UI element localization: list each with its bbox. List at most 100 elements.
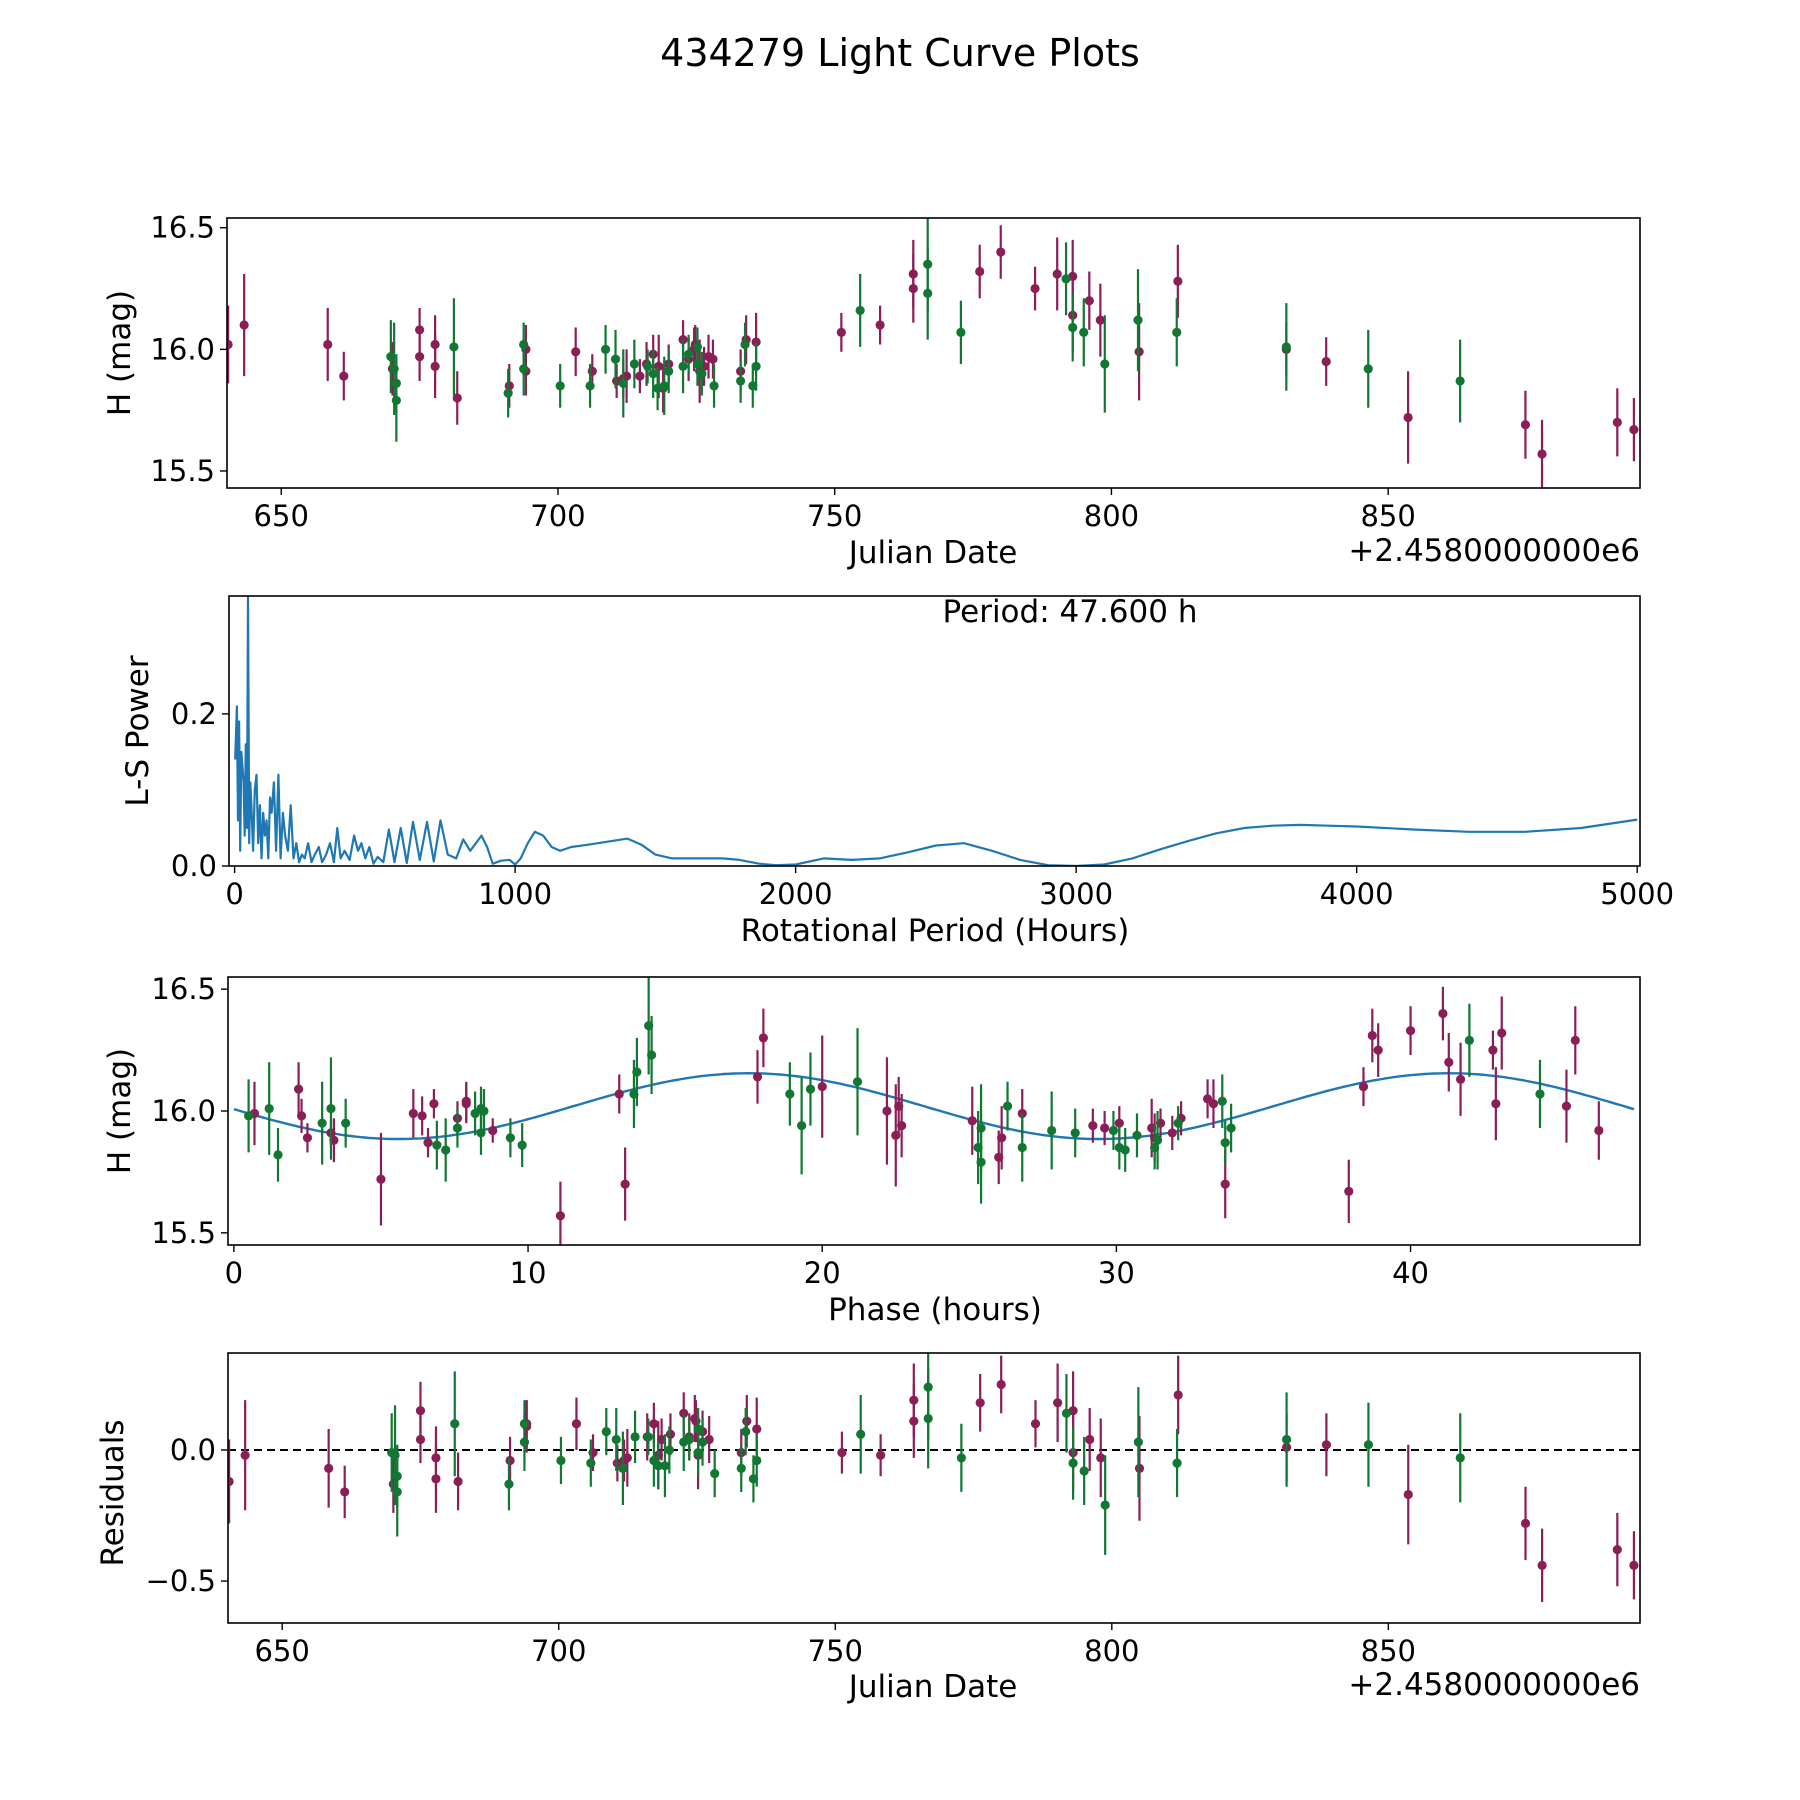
lightcurve-ytick-label: 15.5 <box>150 454 215 488</box>
data-point <box>341 1118 351 1128</box>
data-point <box>708 354 718 364</box>
data-point <box>1120 1145 1130 1155</box>
data-point <box>441 1145 451 1155</box>
data-point <box>649 1419 659 1429</box>
residuals-xtick-label: 750 <box>808 1634 863 1668</box>
lightcurve-ylabel: H (mag) <box>102 290 138 416</box>
data-point <box>742 1416 752 1426</box>
data-point <box>1053 1398 1063 1408</box>
data-point <box>505 1455 515 1466</box>
data-point <box>586 1458 596 1468</box>
data-point <box>240 1450 250 1460</box>
data-point <box>430 361 440 371</box>
data-point <box>852 1077 863 1087</box>
phased-marks <box>233 977 1635 1245</box>
lightcurve-axes-frame <box>226 217 1641 489</box>
data-point <box>660 1461 670 1471</box>
data-point <box>967 1116 977 1126</box>
residuals-xtick-label: 850 <box>1361 1634 1416 1668</box>
data-point <box>227 339 233 350</box>
lightcurve-ytick-label: 16.5 <box>150 211 215 245</box>
data-point <box>431 1474 441 1484</box>
periodogram-ytick-label: 0.2 <box>171 697 217 731</box>
residuals-marks <box>228 1353 1640 1603</box>
data-point <box>875 320 885 330</box>
data-point <box>1403 1489 1413 1500</box>
data-point <box>1084 296 1094 306</box>
data-point <box>1321 1440 1332 1450</box>
data-point <box>504 1479 514 1489</box>
data-point <box>1134 1463 1145 1473</box>
residuals-axes-frame <box>227 1352 1641 1624</box>
data-point <box>408 1108 418 1119</box>
data-point <box>1455 1074 1466 1084</box>
data-point <box>504 381 514 391</box>
data-point <box>503 388 513 398</box>
data-point <box>678 361 688 371</box>
data-point <box>618 378 628 389</box>
lightcurve-xtick-label: 850 <box>1360 499 1415 533</box>
figure-title: 434279 Light Curve Plots <box>660 31 1140 75</box>
data-point <box>1403 412 1413 423</box>
data-point <box>654 361 664 371</box>
data-point <box>1070 1128 1080 1138</box>
residuals-ticks: 650 700 750 800 850 −0.5 0.0 <box>146 1433 1416 1668</box>
data-point <box>897 1121 907 1131</box>
data-point <box>684 1434 694 1445</box>
data-point <box>622 1453 632 1463</box>
periodogram-line <box>234 596 1638 866</box>
data-point <box>643 1432 653 1442</box>
periodogram-xtick-label: 2000 <box>759 877 833 911</box>
data-point <box>1281 342 1291 352</box>
data-point <box>653 1461 663 1471</box>
data-point <box>1363 1440 1374 1450</box>
data-point <box>1152 1135 1163 1145</box>
phased-series-band_a <box>249 986 1604 1245</box>
data-point <box>488 1125 498 1136</box>
residuals-xtick-label: 800 <box>1084 1634 1139 1668</box>
data-point <box>736 376 746 386</box>
data-point <box>1017 1142 1027 1153</box>
data-point <box>1096 1453 1106 1463</box>
data-point <box>453 1476 463 1487</box>
data-point <box>452 1123 463 1133</box>
data-point <box>956 1453 966 1463</box>
data-point <box>340 1487 350 1497</box>
data-point <box>648 369 658 379</box>
periodogram-ylabel: L-S Power <box>120 655 156 806</box>
data-point <box>632 1067 642 1077</box>
data-point <box>1108 1125 1119 1136</box>
data-point <box>1002 1101 1013 1111</box>
data-point <box>956 327 966 337</box>
data-point <box>665 1429 676 1439</box>
data-point <box>273 1150 283 1160</box>
data-point <box>611 1434 621 1445</box>
data-point <box>317 1118 327 1128</box>
data-point <box>1537 1560 1547 1570</box>
data-point <box>415 352 425 362</box>
data-point <box>1173 1390 1183 1400</box>
residuals-panel: 650 700 750 800 850 −0.5 0.0 Julian Date +2.45… <box>95 1352 1641 1705</box>
data-point <box>556 1455 566 1466</box>
data-point <box>1629 1560 1639 1570</box>
periodogram-xtick-label: 3000 <box>1039 877 1113 911</box>
periodogram-xlabel: Rotational Period (Hours) <box>741 913 1130 949</box>
data-point <box>758 1033 768 1043</box>
data-point <box>479 1106 489 1116</box>
data-point <box>601 1427 611 1437</box>
data-point <box>1405 1026 1416 1036</box>
data-point <box>1220 1138 1230 1148</box>
lightcurve-marks <box>227 218 1639 488</box>
data-point <box>618 1463 628 1473</box>
period-annotation: Period: 47.600 h <box>943 594 1198 630</box>
data-point <box>555 381 565 391</box>
data-point <box>324 1463 334 1473</box>
data-point <box>1079 327 1089 337</box>
data-point <box>817 1082 827 1092</box>
data-point <box>1132 1130 1142 1140</box>
data-point <box>1061 1408 1072 1418</box>
data-point <box>1497 1028 1507 1038</box>
lightcurve-xlabel: Julian Date <box>847 535 1018 571</box>
